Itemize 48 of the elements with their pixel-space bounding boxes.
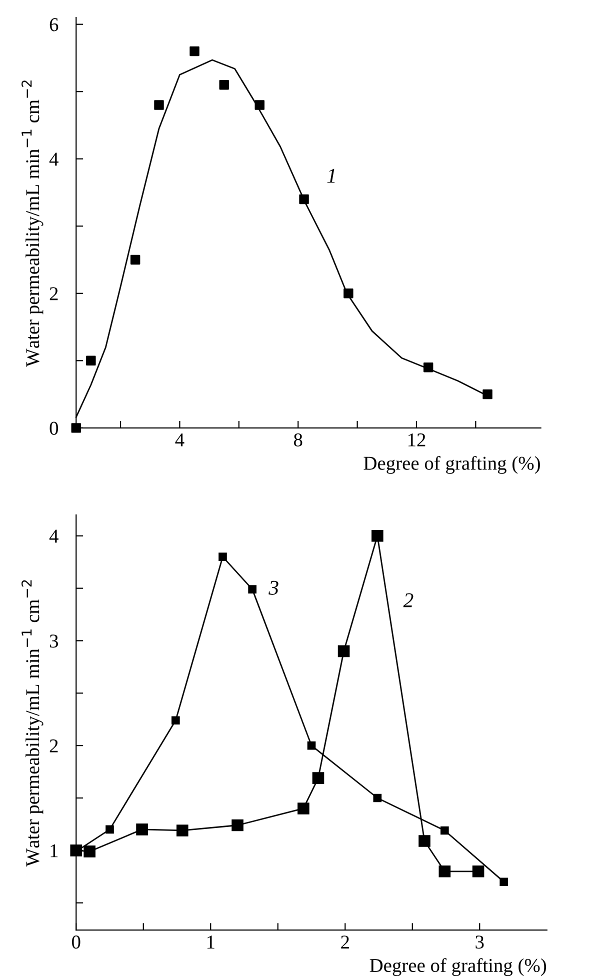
point xyxy=(136,824,148,836)
y-tick-label: 0 xyxy=(50,422,58,435)
point xyxy=(232,819,244,832)
point xyxy=(307,741,316,750)
x-tick-label: 3 xyxy=(476,936,484,949)
point xyxy=(472,865,484,878)
annotation: 1 xyxy=(327,168,335,183)
point xyxy=(130,254,140,265)
x-tick-label: 1 xyxy=(207,936,214,948)
point xyxy=(298,802,310,814)
point xyxy=(312,772,324,784)
annotation: 2 xyxy=(403,593,414,608)
y-tick-label: 6 xyxy=(50,18,58,32)
point xyxy=(106,825,114,834)
point xyxy=(154,100,164,110)
x-tick-label: 4 xyxy=(175,433,184,446)
point xyxy=(373,794,382,802)
point xyxy=(218,552,227,561)
x-axis-title: Degree of grafting (%) xyxy=(370,958,546,976)
x-tick-label: 0 xyxy=(72,936,80,949)
x-axis-title: Degree of grafting (%) xyxy=(364,456,540,474)
point xyxy=(500,878,508,886)
point xyxy=(338,645,350,658)
y-tick-label: 4 xyxy=(49,152,58,166)
point xyxy=(372,530,384,542)
y-tick-label: 4 xyxy=(49,530,58,543)
y-axis-title: Water permeability/mL min$^{−1}$ cm$^{−2}$ xyxy=(22,580,44,867)
y-tick-label: 1 xyxy=(50,844,58,858)
y-axis-title: Water permeability/mL min$^{−1}$ cm$^{−2}$ xyxy=(22,80,44,367)
y-tick-label: 3 xyxy=(50,634,58,648)
annotation: 3 xyxy=(268,580,278,595)
point xyxy=(440,826,449,835)
x-tick-label: 12 xyxy=(408,433,426,446)
point xyxy=(71,423,81,433)
point xyxy=(438,865,451,878)
y-tick-label: 2 xyxy=(50,287,58,300)
point xyxy=(176,824,188,836)
x-tick-label: 8 xyxy=(294,433,302,446)
point xyxy=(171,716,180,725)
x-tick-label: 2 xyxy=(341,936,349,948)
point xyxy=(86,356,96,366)
point xyxy=(418,835,430,847)
point xyxy=(190,46,200,56)
point xyxy=(219,80,229,90)
point xyxy=(482,389,492,400)
point xyxy=(84,846,96,858)
point xyxy=(248,585,256,594)
y-tick-label: 2 xyxy=(50,739,58,752)
